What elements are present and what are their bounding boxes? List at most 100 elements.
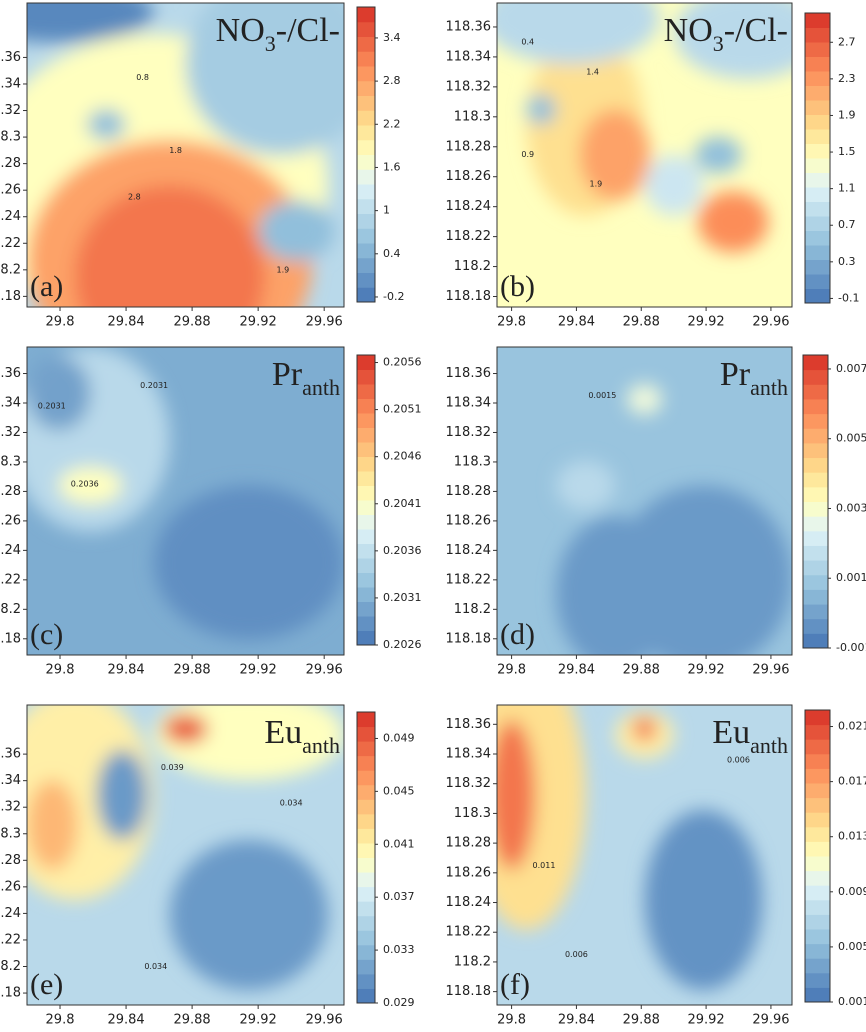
panel-title: Euanth	[264, 714, 340, 758]
colorbar-step	[357, 755, 375, 771]
colorbar-step	[357, 184, 375, 200]
colorbar-tick-label: 0.049	[383, 731, 415, 744]
colorbar-tick-label: -0.1	[838, 291, 859, 304]
x-tick-label: 29.88	[173, 663, 210, 678]
colorbar-step	[805, 114, 830, 130]
colorbar-step	[357, 988, 375, 1004]
colorbar-step	[357, 813, 375, 829]
colorbar-step	[357, 355, 375, 370]
field-blob	[674, 3, 792, 79]
colorbar-step	[805, 259, 830, 275]
x-tick-label: 29.92	[240, 663, 277, 678]
colorbar-step	[805, 85, 830, 101]
contour-label: 0.039	[161, 763, 184, 772]
field	[27, 3, 344, 307]
contour-label: 1.8	[169, 146, 182, 155]
colorbar-step	[803, 560, 828, 576]
panel-title: NO3-/Cl-	[216, 12, 340, 56]
title-part: Eu	[264, 714, 302, 751]
colorbar-step	[805, 201, 830, 217]
colorbar-tick-label: 0.045	[383, 784, 415, 797]
colorbar-step	[357, 398, 375, 414]
y-tick-label: 118.28	[0, 484, 21, 499]
colorbar-step	[357, 110, 375, 126]
colorbar-step	[357, 154, 375, 170]
colorbar-step	[803, 574, 828, 590]
y-tick-label: 118.36	[0, 366, 21, 381]
colorbar-tick-label: 0.013	[838, 830, 866, 843]
y-tick-label: 118.36	[0, 50, 21, 65]
colorbar-tick-label: 3.4	[383, 31, 401, 44]
colorbar-step	[805, 987, 830, 1003]
colorbar-step	[357, 36, 375, 52]
colorbar-step	[357, 169, 375, 185]
title-part: 3	[713, 31, 724, 56]
colorbar-step	[357, 601, 375, 617]
y-tick-label: 118.34	[446, 747, 492, 762]
y-tick-label: 118.2	[0, 262, 21, 277]
colorbar-step	[805, 13, 830, 28]
colorbar-tick-label: 1.9	[838, 108, 856, 121]
field	[27, 705, 344, 990]
colorbar-step	[805, 172, 830, 188]
colorbar-step	[805, 753, 830, 769]
colorbar-step	[357, 973, 375, 989]
title-part: NO	[664, 12, 713, 49]
colorbar-step	[357, 257, 375, 273]
colorbar-step	[803, 369, 828, 385]
colorbar-step	[357, 799, 375, 815]
colorbar-step	[357, 770, 375, 786]
x-tick-label: 29.88	[173, 315, 210, 330]
colorbar-step	[357, 930, 375, 946]
colorbar-step	[805, 27, 830, 43]
x-tick-label: 29.92	[687, 315, 724, 330]
colorbar-tick-label: 1.6	[383, 160, 401, 173]
plot-area	[27, 705, 344, 1005]
title-part: Pr	[720, 356, 751, 393]
contour-label: 0.2036	[71, 480, 99, 489]
y-tick-label: 118.3	[454, 454, 491, 469]
colorbar-step	[357, 384, 375, 399]
title-part: -/Cl-	[724, 12, 788, 49]
colorbar-frame	[356, 711, 376, 1004]
x-tick-label: 29.84	[107, 315, 144, 330]
y-tick-label: 118.24	[0, 209, 21, 224]
field-blob	[556, 460, 615, 511]
x-tick-label: 29.84	[107, 1013, 144, 1028]
contour-label: 0.2031	[140, 381, 168, 390]
title-part: NO	[216, 12, 265, 49]
colorbar-step	[803, 530, 828, 546]
colorbar-step	[357, 21, 375, 37]
colorbar-tick-label: 0.4	[383, 247, 401, 260]
colorbar-step	[803, 428, 828, 444]
colorbar-step	[357, 959, 375, 975]
y-tick-label: 118.28	[446, 139, 492, 154]
contour-label: 1.4	[586, 67, 599, 76]
contour-label: 0.2031	[38, 401, 66, 410]
colorbar-step	[357, 51, 375, 67]
colorbar-tick-label: -0.001	[836, 641, 866, 654]
colorbar-step	[357, 66, 375, 82]
colorbar-step	[357, 243, 375, 259]
y-tick-label: 118.32	[0, 103, 21, 118]
colorbar-frame	[356, 354, 376, 646]
contour-label: 0.0015	[588, 391, 616, 400]
y-tick-label: 118.3	[454, 806, 491, 821]
colorbar-step	[805, 929, 830, 945]
plot-frame	[26, 704, 345, 1006]
y-tick-label: 118.18	[0, 289, 21, 304]
y-tick-label: 118.28	[0, 853, 21, 868]
colorbar-step	[357, 228, 375, 244]
plot-area	[27, 347, 344, 655]
colorbar-step	[357, 915, 375, 931]
colorbar-step	[805, 943, 830, 959]
colorbar-step	[357, 369, 375, 385]
colorbar-tick-label: 0.2051	[383, 403, 422, 416]
colorbar-step	[805, 724, 830, 740]
colorbar-step	[357, 784, 375, 800]
colorbar-step	[805, 245, 830, 260]
colorbar-step	[357, 543, 375, 559]
y-tick-label: 118.2	[454, 602, 491, 617]
x-tick-label: 29.84	[558, 663, 595, 678]
colorbar-step	[803, 398, 828, 415]
